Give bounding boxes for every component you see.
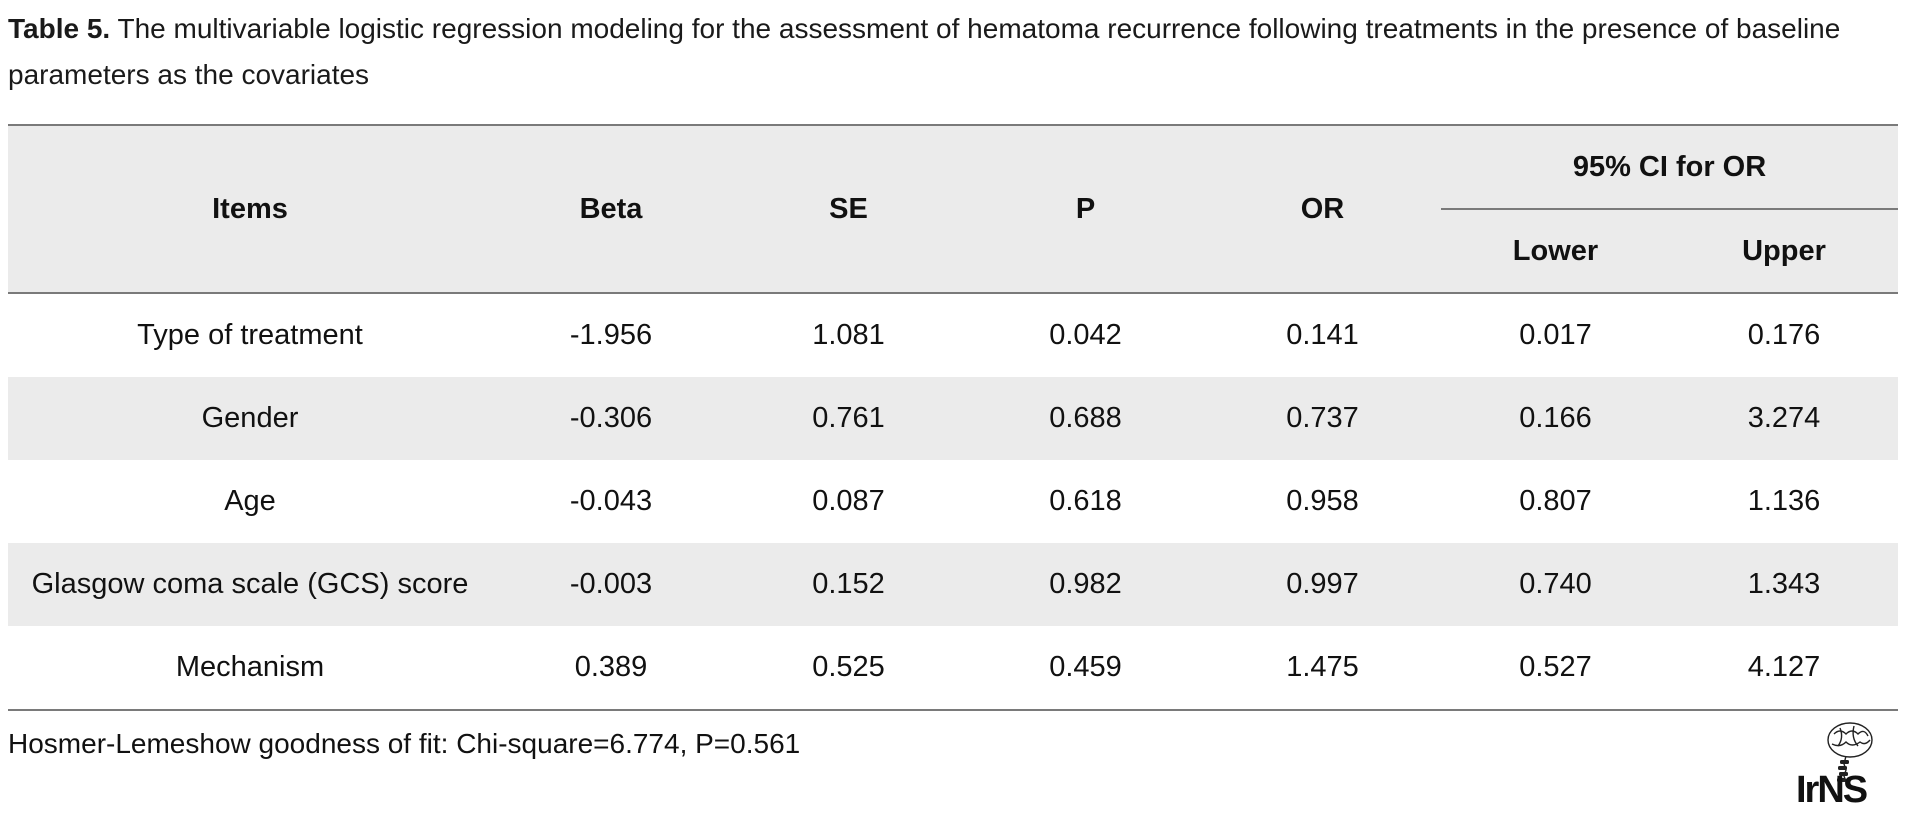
cell-upper: 3.274 (1670, 377, 1898, 460)
cell-p: 0.618 (1049, 485, 1122, 517)
cell-upper: 4.127 (1670, 626, 1898, 711)
table-body: Type of treatment -1.956 1.081 0.042 0.1… (8, 293, 1898, 711)
table-caption-text: The multivariable logistic regression mo… (8, 13, 1841, 90)
cell-or: 0.958 (1286, 485, 1359, 517)
header-items: Items (8, 124, 492, 294)
table-row: Glasgow coma scale (GCS) score -0.003 0.… (8, 543, 1898, 626)
cell-upper: 0.176 (1747, 319, 1821, 351)
cell-lower: 0.017 (1519, 319, 1592, 351)
regression-table: Items Beta SE P OR 95% CI for OR Lower U… (8, 124, 1898, 711)
cell-p: 0.042 (1049, 319, 1122, 351)
header-lower: Lower (1441, 209, 1670, 294)
cell-or: 0.737 (1204, 377, 1441, 460)
cell-beta: -0.003 (492, 543, 730, 626)
cell-upper: 1.136 (1747, 485, 1821, 517)
cell-beta: -1.956 (569, 319, 653, 351)
cell-p: 0.459 (967, 626, 1204, 711)
table-row: Age -0.043 0.087 0.618 0.958 0.807 1.136 (8, 460, 1898, 543)
cell-item: Age (224, 485, 276, 517)
header-se: SE (730, 124, 967, 294)
cell-se: 0.761 (730, 377, 967, 460)
header-beta: Beta (492, 124, 730, 294)
journal-logo: IrNS (1796, 720, 1896, 811)
cell-p: 0.982 (967, 543, 1204, 626)
cell-se: 0.087 (812, 485, 885, 517)
cell-se: 0.525 (730, 626, 967, 711)
cell-lower: 0.527 (1441, 626, 1670, 711)
cell-beta: -0.306 (492, 377, 730, 460)
header-or: OR (1204, 124, 1441, 294)
table-row: Gender -0.306 0.761 0.688 0.737 0.166 3.… (8, 377, 1898, 460)
header-p: P (967, 124, 1204, 294)
header-ci-group: 95% CI for OR (1441, 124, 1898, 210)
table-row: Type of treatment -1.956 1.081 0.042 0.1… (8, 293, 1898, 377)
cell-se: 0.152 (730, 543, 967, 626)
table-caption: Table 5. The multivariable logistic regr… (8, 6, 1898, 98)
cell-lower: 0.740 (1441, 543, 1670, 626)
table-footnote: Hosmer-Lemeshow goodness of fit: Chi-squ… (8, 728, 801, 759)
cell-lower: 0.807 (1519, 485, 1592, 517)
table-row: Mechanism 0.389 0.525 0.459 1.475 0.527 … (8, 626, 1898, 711)
cell-beta: -0.043 (569, 485, 653, 517)
cell-or: 1.475 (1204, 626, 1441, 711)
cell-beta: 0.389 (492, 626, 730, 711)
cell-or: 0.997 (1204, 543, 1441, 626)
cell-item: Glasgow coma scale (GCS) score (8, 543, 492, 626)
table-header: Items Beta SE P OR 95% CI for OR Lower U… (8, 124, 1898, 294)
logo-text: IrNS (1796, 769, 1867, 806)
cell-p: 0.688 (967, 377, 1204, 460)
cell-item: Type of treatment (137, 319, 363, 351)
brain-spine-logo-icon: IrNS (1796, 722, 1873, 811)
table-label: Table 5. (8, 13, 111, 44)
cell-upper: 1.343 (1670, 543, 1898, 626)
cell-item: Gender (8, 377, 492, 460)
cell-or: 0.141 (1286, 319, 1359, 351)
cell-lower: 0.166 (1441, 377, 1670, 460)
cell-item: Mechanism (8, 626, 492, 711)
cell-se: 1.081 (812, 319, 885, 351)
header-upper: Upper (1670, 209, 1898, 294)
